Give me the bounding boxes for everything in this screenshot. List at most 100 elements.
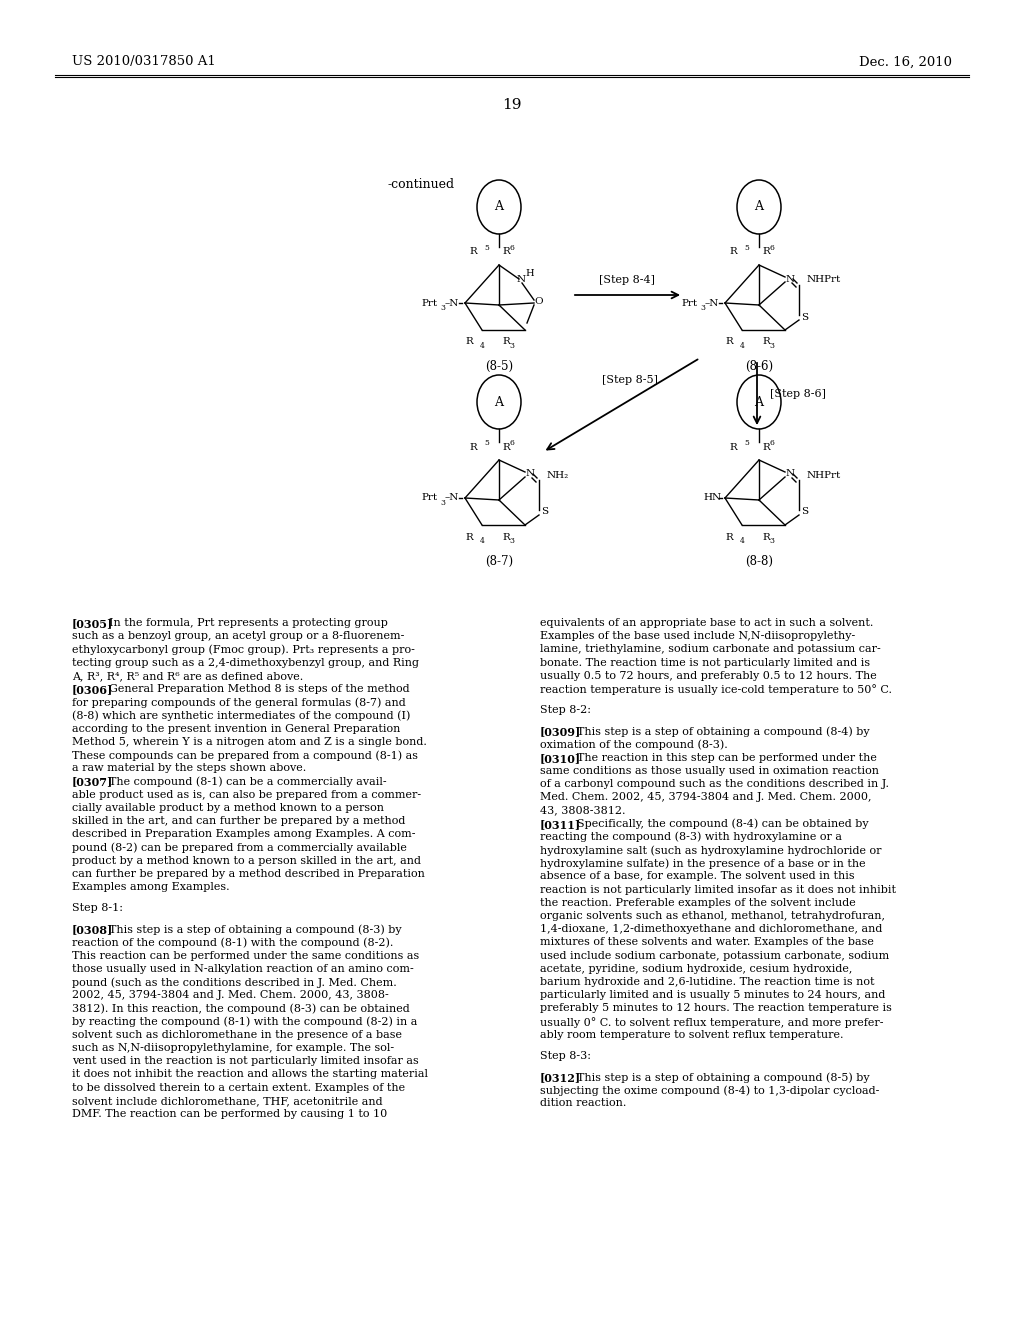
Text: equivalents of an appropriate base to act in such a solvent.: equivalents of an appropriate base to ac… <box>540 618 873 628</box>
Text: R: R <box>469 442 477 451</box>
Text: such as a benzoyl group, an acetyl group or a 8-fluorenem-: such as a benzoyl group, an acetyl group… <box>72 631 404 642</box>
Text: In the formula, Prt represents a protecting group: In the formula, Prt represents a protect… <box>102 618 388 628</box>
Text: solvent include dichloromethane, THF, acetonitrile and: solvent include dichloromethane, THF, ac… <box>72 1096 383 1106</box>
Text: 3812). In this reaction, the compound (8-3) can be obtained: 3812). In this reaction, the compound (8… <box>72 1003 410 1014</box>
Text: General Preparation Method 8 is steps of the method: General Preparation Method 8 is steps of… <box>102 684 410 694</box>
Text: mixtures of these solvents and water. Examples of the base: mixtures of these solvents and water. Ex… <box>540 937 873 948</box>
Text: pound (such as the conditions described in J. Med. Chem.: pound (such as the conditions described … <box>72 977 396 987</box>
Text: 19: 19 <box>502 98 522 112</box>
Text: (8-8) which are synthetic intermediates of the compound (I): (8-8) which are synthetic intermediates … <box>72 710 411 721</box>
Text: preferably 5 minutes to 12 hours. The reaction temperature is: preferably 5 minutes to 12 hours. The re… <box>540 1003 892 1014</box>
Text: S: S <box>801 313 808 322</box>
Text: 6: 6 <box>509 440 514 447</box>
Text: Prt: Prt <box>421 298 437 308</box>
Text: hydroxylamine salt (such as hydroxylamine hydrochloride or: hydroxylamine salt (such as hydroxylamin… <box>540 845 882 855</box>
Text: R: R <box>502 338 510 346</box>
Text: reaction of the compound (8-1) with the compound (8-2).: reaction of the compound (8-1) with the … <box>72 937 393 948</box>
Text: able product used as is, can also be prepared from a commer-: able product used as is, can also be pre… <box>72 789 421 800</box>
Text: of a carbonyl compound such as the conditions described in J.: of a carbonyl compound such as the condi… <box>540 779 889 789</box>
Text: Examples of the base used include N,N-diisopropylethy-: Examples of the base used include N,N-di… <box>540 631 855 642</box>
Text: 5: 5 <box>744 440 749 447</box>
Text: 5: 5 <box>484 440 488 447</box>
Text: A, R³, R⁴, R⁵ and R⁶ are as defined above.: A, R³, R⁴, R⁵ and R⁶ are as defined abov… <box>72 671 303 681</box>
Text: –N: –N <box>705 298 720 308</box>
Text: N: N <box>786 470 795 479</box>
Text: to be dissolved therein to a certain extent. Examples of the: to be dissolved therein to a certain ext… <box>72 1082 406 1093</box>
Text: 4: 4 <box>740 537 744 545</box>
Text: 5: 5 <box>744 244 749 252</box>
Text: [Step 8-5]: [Step 8-5] <box>602 375 658 385</box>
Text: H: H <box>525 268 534 277</box>
Text: N: N <box>786 275 795 284</box>
Text: can further be prepared by a method described in Preparation: can further be prepared by a method desc… <box>72 869 425 879</box>
Text: Step 8-3:: Step 8-3: <box>540 1051 591 1061</box>
Text: DMF. The reaction can be performed by causing 1 to 10: DMF. The reaction can be performed by ca… <box>72 1109 387 1119</box>
Text: R: R <box>762 338 770 346</box>
Text: Specifically, the compound (8-4) can be obtained by: Specifically, the compound (8-4) can be … <box>570 818 869 829</box>
Text: subjecting the oxime compound (8-4) to 1,3-dipolar cycload-: subjecting the oxime compound (8-4) to 1… <box>540 1085 880 1096</box>
Text: oximation of the compound (8-3).: oximation of the compound (8-3). <box>540 739 728 750</box>
Text: by reacting the compound (8-1) with the compound (8-2) in a: by reacting the compound (8-1) with the … <box>72 1016 418 1027</box>
Text: 1,4-dioxane, 1,2-dimethoxyethane and dichloromethane, and: 1,4-dioxane, 1,2-dimethoxyethane and dic… <box>540 924 883 935</box>
Text: 3: 3 <box>509 342 514 350</box>
Text: it does not inhibit the reaction and allows the starting material: it does not inhibit the reaction and all… <box>72 1069 428 1080</box>
Text: R: R <box>725 338 733 346</box>
Text: 43, 3808-3812.: 43, 3808-3812. <box>540 805 626 816</box>
Text: absence of a base, for example. The solvent used in this: absence of a base, for example. The solv… <box>540 871 855 882</box>
Text: 4: 4 <box>740 342 744 350</box>
Text: A: A <box>755 201 764 214</box>
Text: R: R <box>762 248 770 256</box>
Text: Med. Chem. 2002, 45, 3794-3804 and J. Med. Chem. 2000,: Med. Chem. 2002, 45, 3794-3804 and J. Me… <box>540 792 871 803</box>
Text: particularly limited and is usually 5 minutes to 24 hours, and: particularly limited and is usually 5 mi… <box>540 990 886 1001</box>
Text: R: R <box>725 532 733 541</box>
Text: vent used in the reaction is not particularly limited insofar as: vent used in the reaction is not particu… <box>72 1056 419 1067</box>
Text: R: R <box>502 442 510 451</box>
Text: NH₂: NH₂ <box>547 470 569 479</box>
Text: These compounds can be prepared from a compound (8-1) as: These compounds can be prepared from a c… <box>72 750 418 760</box>
Text: This step is a step of obtaining a compound (8-4) by: This step is a step of obtaining a compo… <box>570 726 870 737</box>
Text: product by a method known to a person skilled in the art, and: product by a method known to a person sk… <box>72 855 421 866</box>
Text: The reaction in this step can be performed under the: The reaction in this step can be perform… <box>570 752 878 763</box>
Text: those usually used in N-alkylation reaction of an amino com-: those usually used in N-alkylation react… <box>72 964 414 974</box>
Text: skilled in the art, and can further be prepared by a method: skilled in the art, and can further be p… <box>72 816 406 826</box>
Text: Step 8-2:: Step 8-2: <box>540 705 591 715</box>
Text: R: R <box>465 532 473 541</box>
Text: This reaction can be performed under the same conditions as: This reaction can be performed under the… <box>72 950 419 961</box>
Text: tecting group such as a 2,4-dimethoxybenzyl group, and Ring: tecting group such as a 2,4-dimethoxyben… <box>72 657 419 668</box>
Text: [0310]: [0310] <box>540 752 582 764</box>
Text: [Step 8-4]: [Step 8-4] <box>599 275 655 285</box>
Text: reaction temperature is usually ice-cold temperature to 50° C.: reaction temperature is usually ice-cold… <box>540 684 892 694</box>
Text: A: A <box>755 396 764 408</box>
Text: R: R <box>729 248 737 256</box>
Text: The compound (8-1) can be a commercially avail-: The compound (8-1) can be a commercially… <box>102 776 387 787</box>
Text: cially available product by a method known to a person: cially available product by a method kno… <box>72 803 384 813</box>
Text: 4: 4 <box>480 537 485 545</box>
Text: (8-8): (8-8) <box>745 554 773 568</box>
Text: S: S <box>801 507 808 516</box>
Text: 3: 3 <box>700 304 705 312</box>
Text: (8-7): (8-7) <box>485 554 513 568</box>
Text: R: R <box>729 442 737 451</box>
Text: R: R <box>465 338 473 346</box>
Text: reaction is not particularly limited insofar as it does not inhibit: reaction is not particularly limited ins… <box>540 884 896 895</box>
Text: dition reaction.: dition reaction. <box>540 1098 627 1109</box>
Text: N: N <box>526 470 536 479</box>
Text: the reaction. Preferable examples of the solvent include: the reaction. Preferable examples of the… <box>540 898 856 908</box>
Text: described in Preparation Examples among Examples. A com-: described in Preparation Examples among … <box>72 829 416 840</box>
Text: Dec. 16, 2010: Dec. 16, 2010 <box>859 55 952 69</box>
Text: Prt: Prt <box>681 298 697 308</box>
Text: R: R <box>762 532 770 541</box>
Text: 3: 3 <box>440 499 445 507</box>
Text: A: A <box>495 201 504 214</box>
Text: R: R <box>469 248 477 256</box>
Text: used include sodium carbonate, potassium carbonate, sodium: used include sodium carbonate, potassium… <box>540 950 889 961</box>
Text: Step 8-1:: Step 8-1: <box>72 903 123 913</box>
Text: Method 5, wherein Y is a nitrogen atom and Z is a single bond.: Method 5, wherein Y is a nitrogen atom a… <box>72 737 427 747</box>
Text: [0305]: [0305] <box>72 618 114 630</box>
Text: N: N <box>517 275 526 284</box>
Text: bonate. The reaction time is not particularly limited and is: bonate. The reaction time is not particu… <box>540 657 870 668</box>
Text: Examples among Examples.: Examples among Examples. <box>72 882 229 892</box>
Text: 3: 3 <box>769 537 774 545</box>
Text: solvent such as dichloromethane in the presence of a base: solvent such as dichloromethane in the p… <box>72 1030 402 1040</box>
Text: 4: 4 <box>480 342 485 350</box>
